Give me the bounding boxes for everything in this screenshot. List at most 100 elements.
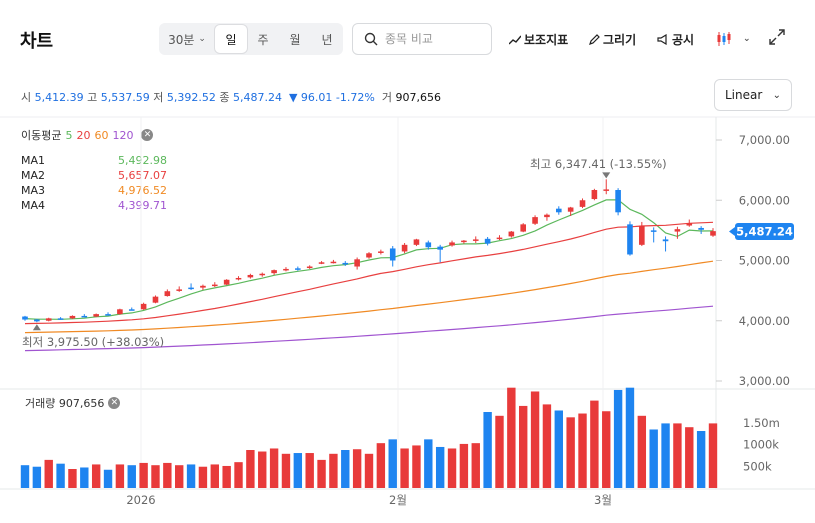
ma-legend-header: 이동평균 5 20 60 120 ✕ [21, 127, 157, 143]
high-value: 5,537.59 [100, 91, 150, 104]
interval-dropdown[interactable]: 30분 ⌄ [159, 25, 215, 53]
grid-lines [0, 116, 815, 490]
draw-button[interactable]: 그리기 [589, 31, 636, 48]
tab-month[interactable]: 월 [289, 32, 301, 47]
candle-body [639, 225, 645, 245]
fullscreen-button[interactable] [769, 29, 788, 45]
close-icon[interactable]: ✕ [141, 129, 154, 141]
candle-body [496, 237, 503, 240]
candle-body [627, 224, 633, 255]
candle-body [152, 296, 159, 303]
ma-name: MA2 [21, 169, 46, 182]
volume-bar [139, 462, 148, 488]
volume-bar [400, 448, 409, 488]
moving-average-lines [24, 199, 714, 352]
ma-line [24, 305, 714, 352]
candle-body [674, 229, 681, 232]
compare-search[interactable] [352, 23, 492, 55]
volume-bar [151, 465, 160, 488]
candle [520, 223, 527, 233]
tab-year[interactable]: 년 [321, 32, 333, 47]
volume-bar [590, 400, 599, 488]
volume-bar [210, 464, 219, 488]
date-label: 2026 [126, 493, 155, 507]
ohlc-summary: 시 5,412.39 고 5,537.59 저 5,392.52 종 5,487… [21, 89, 441, 105]
ma-legend-title: 이동평균 [21, 129, 62, 142]
notice-button[interactable]: 공시 [657, 31, 694, 48]
ma-period-60: 60 [94, 128, 109, 142]
candle-body [354, 259, 360, 267]
candle [93, 313, 99, 318]
candle [34, 318, 40, 323]
volume-bar [554, 410, 563, 488]
candle-body [105, 314, 111, 316]
volume-value: 907,656 [395, 91, 441, 104]
notice-label: 공시 [672, 33, 695, 47]
candlestick-icon [717, 32, 731, 46]
candle [22, 315, 28, 321]
candle [306, 265, 313, 269]
candle [484, 237, 491, 246]
close-icon[interactable]: ✕ [108, 397, 121, 409]
candle-body [22, 316, 28, 320]
candle [176, 286, 183, 292]
candle-body [472, 239, 479, 241]
expand-icon [769, 29, 785, 45]
candle [650, 227, 657, 243]
indicator-button[interactable]: 보조지표 [509, 31, 568, 48]
ma-name: MA3 [21, 184, 46, 197]
volume-bar [56, 463, 65, 488]
candle-body [164, 291, 171, 297]
ma-period-120: 120 [112, 128, 134, 142]
price-tick-label: 4,000.00 [739, 314, 790, 328]
volume-bar [388, 439, 397, 488]
scale-label: Linear [725, 88, 763, 102]
chart-type-dropdown[interactable]: ⌄ [716, 31, 751, 47]
volume-label: 거 [381, 91, 392, 104]
volume-bar [542, 404, 552, 488]
volume-bar [578, 413, 587, 488]
volume-bar [696, 431, 706, 488]
down-triangle-icon: ▼ [288, 91, 298, 104]
compare-search-input[interactable] [383, 31, 487, 47]
volume-bar [127, 465, 136, 488]
volume-bar [412, 445, 421, 488]
candle [544, 213, 550, 221]
scale-dropdown[interactable]: Linear ⌄ [714, 79, 792, 111]
pencil-icon [589, 34, 600, 45]
candle [283, 267, 289, 272]
candle [591, 188, 598, 201]
candle-body [271, 270, 277, 274]
candle [639, 221, 645, 247]
chart-annotations: 최고 6,347.41 (-13.55%) 최저 3,975.50 (+38.0… [22, 157, 794, 349]
ma-line [24, 221, 714, 325]
low-annotation: 최저 3,975.50 (+38.03%) [22, 335, 164, 349]
candle [496, 235, 503, 241]
candle [152, 295, 159, 304]
candle [295, 266, 301, 271]
tab-week[interactable]: 주 [257, 32, 269, 47]
volume-bar [269, 448, 279, 488]
candle [437, 244, 443, 263]
change-percent: -1.72% [335, 91, 375, 104]
volume-bar [281, 453, 291, 488]
candle [354, 257, 360, 270]
chevron-down-icon: ⌄ [743, 34, 751, 44]
volume-legend: 거래량 907,656 ✕ [25, 395, 121, 411]
volume-bar [519, 405, 528, 488]
volume-bar [661, 423, 670, 488]
candle [389, 246, 396, 267]
candle [200, 284, 206, 291]
volume-bar [91, 464, 101, 488]
candle-body [532, 217, 538, 224]
price-tick-label: 6,000.00 [739, 193, 790, 207]
megaphone-icon [657, 34, 667, 45]
ma-value: 4,399.71 [118, 199, 167, 212]
volume-bar [80, 467, 89, 488]
chevron-down-icon: ⌄ [772, 89, 781, 101]
candlesticks [22, 179, 716, 323]
date-label: 2월 [389, 493, 407, 507]
tab-day[interactable]: 일 [215, 25, 247, 53]
volume-bar [329, 453, 338, 488]
